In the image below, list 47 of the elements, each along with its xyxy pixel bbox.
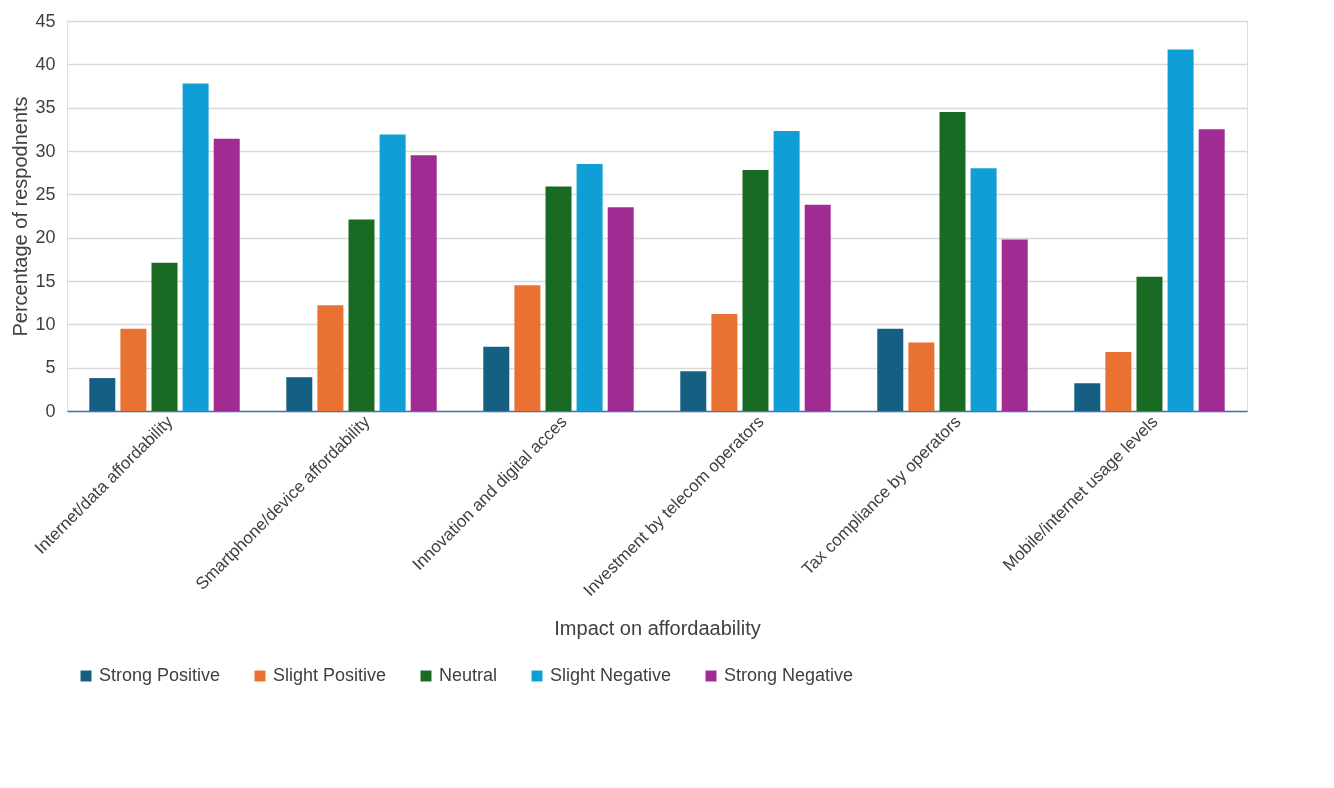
bar [711, 313, 738, 411]
y-tick-label: 45 [35, 10, 56, 31]
bar [1167, 49, 1194, 411]
y-tick-label: 20 [35, 227, 56, 248]
y-tick-label: 10 [35, 313, 56, 334]
bar [1136, 276, 1163, 411]
bar [970, 168, 997, 411]
bar [545, 186, 572, 411]
bar [939, 112, 966, 411]
x-axis-title: Impact on affordaability [554, 617, 761, 640]
bar [680, 371, 707, 411]
y-tick-label: 40 [35, 53, 56, 74]
bar [514, 285, 541, 411]
bar [1001, 239, 1028, 411]
bar [410, 155, 437, 411]
bar [576, 164, 603, 411]
bar [1198, 129, 1225, 411]
bar [742, 170, 769, 411]
bar [773, 131, 800, 411]
bar [908, 342, 935, 411]
bar [89, 378, 116, 411]
bar [1105, 352, 1132, 411]
bar [151, 262, 178, 411]
bar [120, 328, 147, 411]
y-tick-label: 0 [45, 400, 56, 421]
bar [348, 219, 375, 411]
bar [286, 377, 313, 411]
y-tick-label: 30 [35, 140, 56, 161]
bar [317, 305, 344, 411]
bar [213, 138, 240, 411]
legend-label: Neutral [439, 665, 498, 685]
bar [607, 207, 634, 411]
bar [182, 83, 209, 411]
legend-label: Strong Positive [99, 665, 221, 685]
y-tick-label: 25 [35, 183, 56, 204]
y-tick-label: 5 [45, 357, 56, 378]
y-axis-title: Percentage of respodnents [9, 96, 32, 337]
y-tick-label: 35 [35, 97, 56, 118]
y-tick-label: 15 [35, 270, 56, 291]
legend-label: Slight Positive [273, 665, 387, 685]
bar [379, 134, 406, 411]
bar [804, 204, 831, 411]
bar [1074, 383, 1101, 411]
legend-label: Slight Negative [550, 665, 672, 685]
bar [483, 346, 510, 411]
legend-label: Strong Negative [724, 665, 854, 685]
bar [877, 328, 904, 411]
